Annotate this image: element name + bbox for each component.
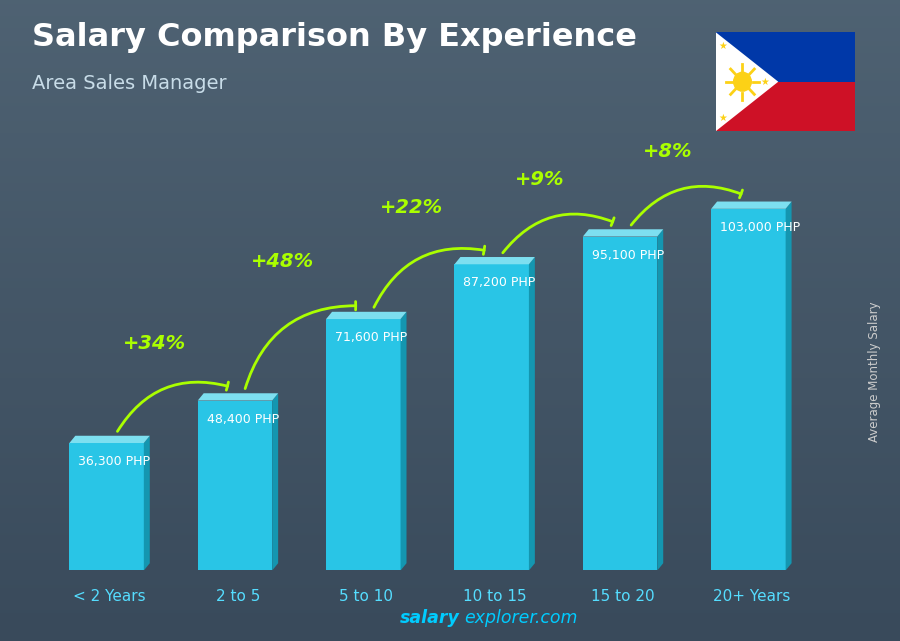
Polygon shape [454, 264, 529, 570]
Polygon shape [716, 32, 855, 81]
Text: ★: ★ [718, 41, 727, 51]
Text: 71,600 PHP: 71,600 PHP [335, 331, 407, 344]
Text: 103,000 PHP: 103,000 PHP [720, 221, 800, 234]
Text: explorer.com: explorer.com [464, 609, 578, 627]
Text: 87,200 PHP: 87,200 PHP [464, 276, 536, 289]
Polygon shape [69, 443, 144, 570]
Polygon shape [144, 436, 149, 570]
Polygon shape [786, 201, 792, 570]
Text: +9%: +9% [515, 170, 564, 189]
Circle shape [734, 72, 752, 91]
Polygon shape [198, 394, 278, 401]
Polygon shape [583, 229, 663, 237]
Text: ★: ★ [718, 112, 727, 122]
Text: 5 to 10: 5 to 10 [339, 588, 393, 604]
Text: 95,100 PHP: 95,100 PHP [592, 249, 664, 262]
Text: 36,300 PHP: 36,300 PHP [78, 455, 150, 468]
Text: 48,400 PHP: 48,400 PHP [207, 413, 279, 426]
Polygon shape [454, 257, 535, 264]
Text: +22%: +22% [380, 197, 443, 217]
Polygon shape [716, 81, 855, 131]
Polygon shape [69, 436, 149, 443]
Polygon shape [711, 209, 786, 570]
Text: 20+ Years: 20+ Years [713, 588, 790, 604]
Polygon shape [198, 401, 272, 570]
Text: Salary Comparison By Experience: Salary Comparison By Experience [32, 22, 636, 53]
Polygon shape [657, 229, 663, 570]
Text: +34%: +34% [123, 334, 186, 353]
Text: Area Sales Manager: Area Sales Manager [32, 74, 226, 93]
Text: +48%: +48% [251, 253, 314, 271]
Polygon shape [716, 32, 855, 131]
Polygon shape [272, 394, 278, 570]
Text: Average Monthly Salary: Average Monthly Salary [868, 301, 881, 442]
Polygon shape [716, 32, 778, 131]
Polygon shape [711, 201, 792, 209]
Text: +8%: +8% [644, 142, 693, 161]
Text: ★: ★ [760, 77, 769, 87]
Text: 2 to 5: 2 to 5 [216, 588, 260, 604]
Polygon shape [326, 312, 407, 319]
Polygon shape [529, 257, 535, 570]
Text: < 2 Years: < 2 Years [73, 588, 146, 604]
Text: 10 to 15: 10 to 15 [463, 588, 526, 604]
Text: 15 to 20: 15 to 20 [591, 588, 655, 604]
Polygon shape [326, 319, 400, 570]
Polygon shape [583, 237, 657, 570]
Polygon shape [400, 312, 407, 570]
Text: salary: salary [400, 609, 460, 627]
